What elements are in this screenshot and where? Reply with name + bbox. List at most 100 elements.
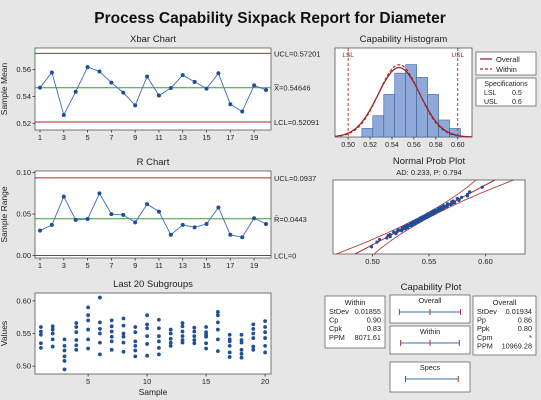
xbar-x-tick-label: 5 bbox=[85, 133, 89, 142]
subgroup-point bbox=[157, 334, 161, 339]
xbar-series-line bbox=[39, 66, 267, 117]
subgroups-y-tick-label: 0.55 bbox=[16, 329, 31, 338]
rchart-x-tick-label: 9 bbox=[133, 261, 137, 270]
usl-label: USL bbox=[451, 52, 464, 59]
subgroup-point bbox=[180, 338, 185, 342]
specifications-title: Specifications bbox=[484, 81, 528, 88]
subgroup-point bbox=[239, 340, 244, 345]
probplot-x-tick-label: 0.60 bbox=[478, 257, 493, 266]
subgroups-x-axis-label: Sample bbox=[139, 387, 168, 397]
rchart-point bbox=[49, 222, 54, 227]
subgroup-point bbox=[62, 344, 67, 348]
histogram-x-tick-label: 0.58 bbox=[429, 142, 443, 149]
xbar-point bbox=[97, 69, 102, 74]
subgroup-point bbox=[62, 348, 67, 353]
histogram-x-tick-label: 0.54 bbox=[385, 142, 399, 149]
subgroup-point bbox=[145, 353, 150, 358]
subgroup-point bbox=[216, 320, 220, 325]
probplot-point bbox=[385, 236, 389, 240]
subgroups-x-tick-label: 20 bbox=[261, 377, 269, 386]
subgroup-point bbox=[86, 318, 90, 323]
xbar-y-tick-label: 0.52 bbox=[16, 119, 31, 128]
rchart-x-tick-label: 15 bbox=[202, 261, 210, 270]
subgroup-point bbox=[62, 359, 67, 363]
subgroup-point bbox=[216, 310, 220, 314]
subgroup-point bbox=[180, 340, 185, 345]
subgroup-point bbox=[227, 337, 232, 342]
subgroup-point bbox=[216, 349, 220, 354]
subgroup-point bbox=[121, 323, 126, 328]
xbar-x-tick-label: 17 bbox=[226, 133, 234, 142]
subgroup-point bbox=[192, 325, 197, 330]
subgroup-point bbox=[157, 345, 161, 350]
subgroup-point bbox=[62, 367, 67, 372]
probplot-point bbox=[459, 195, 464, 199]
xbar-point bbox=[252, 83, 257, 88]
probplot-point bbox=[402, 224, 407, 229]
probplot-point bbox=[468, 190, 472, 194]
xbar-point bbox=[156, 93, 161, 98]
probplot-point bbox=[455, 196, 459, 201]
probplot-point bbox=[369, 245, 374, 249]
capability-plot-title: Capability Plot bbox=[401, 282, 462, 293]
capability-bar-label: Overall bbox=[418, 296, 441, 305]
rchart-point bbox=[180, 222, 185, 227]
subgroup-point bbox=[192, 338, 197, 342]
within-stats-row-label: Cp bbox=[329, 316, 338, 325]
probplot-point bbox=[420, 215, 425, 219]
subgroup-point bbox=[263, 336, 267, 340]
histogram-bar bbox=[416, 77, 428, 138]
rchart-plot-area bbox=[34, 170, 272, 259]
subgroup-point bbox=[39, 325, 43, 329]
probplot-subtitle: AD: 0.233, P: 0.794 bbox=[396, 168, 461, 177]
xbar-x-tick-label: 3 bbox=[62, 133, 66, 142]
rchart-x-tick-label: 19 bbox=[250, 261, 258, 270]
xbar-point bbox=[192, 79, 197, 84]
subgroups-y-tick-label: 0.50 bbox=[16, 362, 31, 371]
xbar-center-label: X̿=0.54646 bbox=[273, 84, 310, 93]
rchart-x-tick-label: 17 bbox=[226, 261, 234, 270]
rchart-point bbox=[156, 209, 161, 214]
subgroup-point bbox=[251, 347, 256, 352]
subgroup-point bbox=[109, 318, 114, 323]
xbar-y-axis-label: Sample Mean bbox=[0, 63, 9, 116]
probplot-point bbox=[436, 207, 440, 211]
subgroup-point bbox=[157, 339, 161, 344]
subgroup-point bbox=[251, 322, 256, 327]
rchart-point bbox=[228, 232, 233, 237]
xbar-lcl-label: LCL=0.52091 bbox=[274, 118, 319, 127]
probplot-point bbox=[445, 202, 450, 206]
subgroup-point bbox=[62, 337, 67, 342]
overall-stats-row-label: Pp bbox=[477, 316, 486, 325]
xbar-x-tick-label: 13 bbox=[179, 133, 187, 142]
subgroup-point bbox=[133, 348, 138, 353]
legend-within-label: Within bbox=[496, 65, 517, 74]
overall-curve bbox=[334, 67, 472, 138]
within-stats-row-label: StDev bbox=[329, 307, 349, 316]
subgroup-point bbox=[168, 327, 173, 332]
histogram-x-tick-label: 0.50 bbox=[341, 142, 355, 149]
rchart-center-label: R̄=0.0443 bbox=[274, 215, 307, 224]
xbar-x-tick-label: 1 bbox=[38, 133, 42, 142]
subgroups-title: Last 20 Subgroups bbox=[113, 279, 193, 290]
histogram-bar bbox=[372, 115, 385, 138]
rchart-point bbox=[121, 212, 126, 217]
subgroup-point bbox=[263, 330, 267, 335]
xbar-point bbox=[109, 80, 114, 85]
subgroups-y-axis-label: Values bbox=[0, 321, 9, 346]
overall-stats-row-value: * bbox=[529, 333, 532, 342]
subgroup-point bbox=[204, 346, 209, 351]
rchart-point bbox=[61, 194, 66, 199]
overall-stats-title: Overall bbox=[493, 298, 517, 307]
xbar-point bbox=[121, 90, 126, 95]
histogram-x-tick-label: 0.56 bbox=[407, 142, 421, 149]
subgroup-point bbox=[74, 321, 79, 325]
rchart-title: R Chart bbox=[137, 157, 170, 168]
subgroup-point bbox=[168, 340, 173, 345]
probplot-point bbox=[441, 204, 446, 208]
subgroup-point bbox=[192, 329, 197, 334]
subgroup-point bbox=[145, 326, 150, 331]
subgroup-point bbox=[239, 351, 244, 356]
subgroup-point bbox=[204, 325, 209, 329]
subgroup-point bbox=[121, 349, 126, 354]
